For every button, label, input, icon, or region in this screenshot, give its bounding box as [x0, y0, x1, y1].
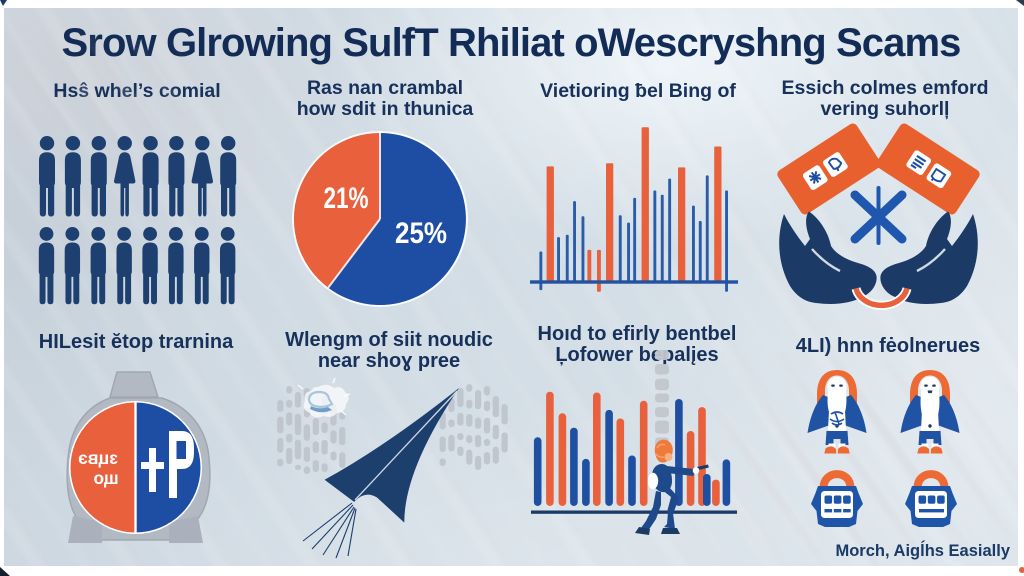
svg-text:21%: 21%: [324, 182, 369, 215]
svg-text:25%: 25%: [395, 217, 447, 250]
svg-text:що: що: [93, 468, 118, 488]
svg-text:зцвэ: зцвэ: [78, 448, 118, 468]
